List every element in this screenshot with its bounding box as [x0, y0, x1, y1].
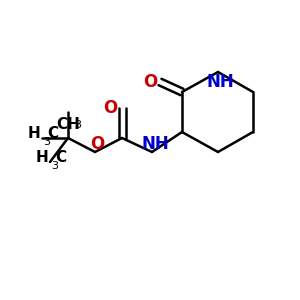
- Text: 3: 3: [51, 161, 58, 171]
- Text: C: C: [55, 151, 66, 166]
- Text: H: H: [35, 151, 48, 166]
- Text: 3: 3: [43, 137, 50, 147]
- Text: 3: 3: [74, 120, 82, 130]
- Text: NH: NH: [141, 135, 169, 153]
- Text: O: O: [143, 73, 157, 91]
- Text: NH: NH: [206, 73, 234, 91]
- Text: CH: CH: [56, 117, 80, 132]
- Text: O: O: [103, 99, 117, 117]
- Text: H: H: [27, 127, 40, 142]
- Text: C: C: [47, 127, 58, 142]
- Text: O: O: [90, 135, 104, 153]
